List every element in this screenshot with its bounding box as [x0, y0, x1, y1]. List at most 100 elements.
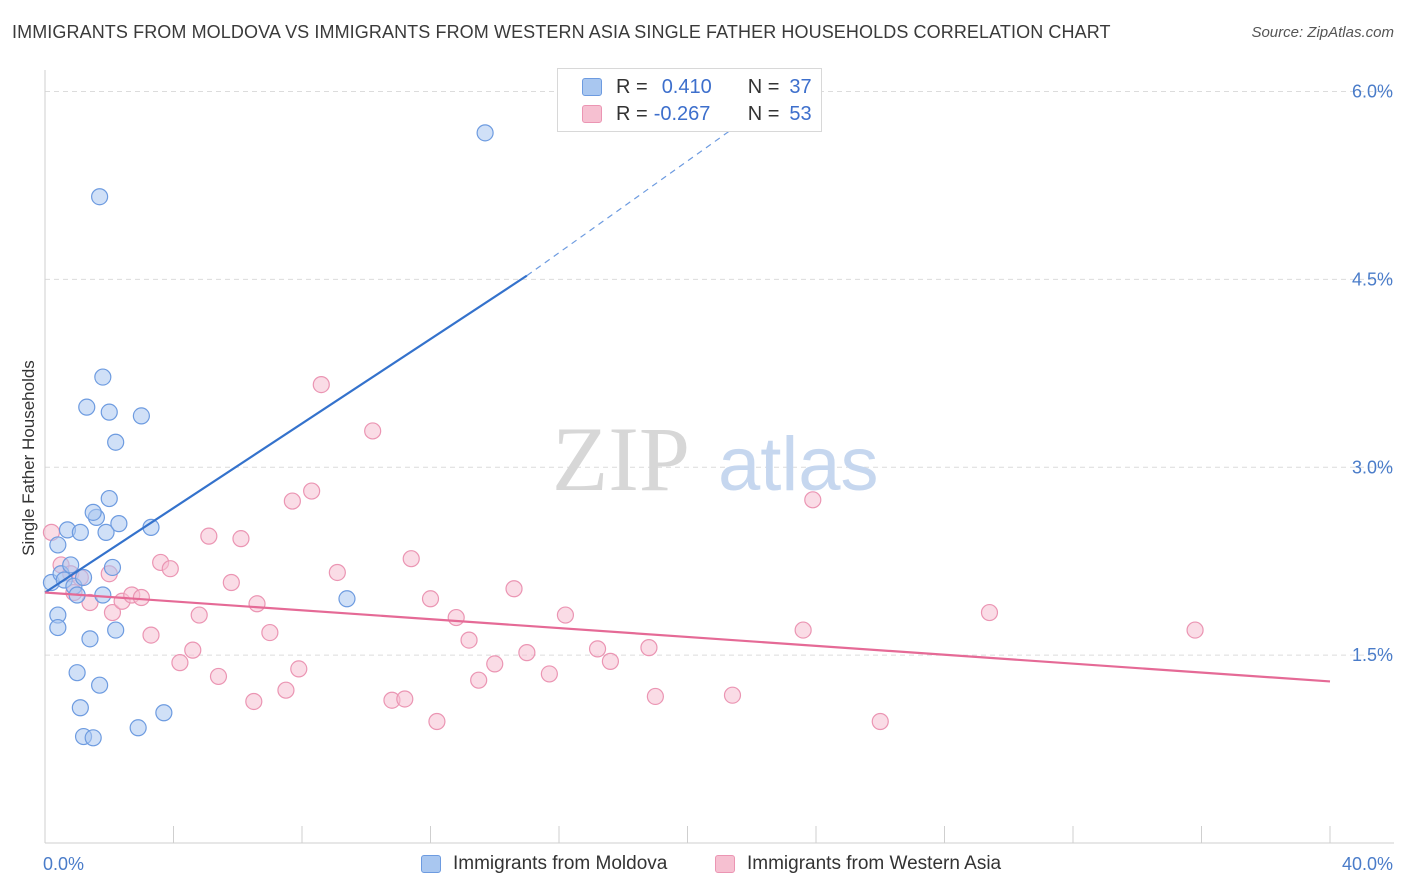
western-asia-point	[245, 692, 263, 711]
moldova-trend-extension	[526, 126, 737, 277]
western-asia-point	[402, 550, 420, 568]
y-axis-title: Single Father Households	[19, 360, 38, 556]
moldova-point	[62, 556, 80, 574]
legend-row-moldova: R = 0.410 N = 37	[582, 74, 812, 100]
x-tick-label-max: 40.0%	[1342, 854, 1393, 874]
chart-title: IMMIGRANTS FROM MOLDOVA VS IMMIGRANTS FR…	[12, 22, 1111, 42]
moldova-point	[71, 699, 89, 717]
western-asia-point	[232, 530, 250, 548]
western-asia-point	[640, 639, 658, 657]
moldova-point	[97, 523, 115, 541]
moldova-point	[91, 676, 109, 694]
moldova-point	[132, 407, 150, 425]
bottom-legend-swatch-western-asia	[715, 855, 735, 873]
moldova-point	[100, 403, 118, 421]
x-tick-marks	[44, 826, 1331, 843]
moldova-point	[107, 433, 125, 451]
axes	[44, 70, 1394, 844]
legend-r-value: 0.410	[661, 75, 712, 98]
western-asia-point	[980, 603, 999, 622]
western-asia-point	[723, 686, 742, 704]
moldova-point	[49, 618, 67, 637]
western-asia-point	[303, 482, 321, 500]
western-asia-point	[142, 626, 160, 644]
western-asia-point	[447, 608, 465, 627]
western-asia-point	[277, 681, 295, 699]
western-asia-point	[804, 491, 822, 509]
moldova-point	[129, 719, 147, 737]
western-asia-point	[328, 563, 346, 582]
moldova-point	[100, 489, 118, 508]
western-asia-point	[161, 560, 179, 578]
legend-r-value: -0.267	[653, 102, 711, 125]
legend-n-value: 53	[789, 102, 812, 125]
western-asia-point	[871, 712, 889, 731]
legend-r-label: R =	[616, 75, 648, 98]
western-asia-point	[261, 623, 279, 642]
bottom-legend-label-moldova: Immigrants from Moldova	[453, 853, 668, 874]
western-asia-point	[396, 690, 414, 708]
moldova-point	[84, 729, 102, 747]
bottom-legend-western-asia: Immigrants from Western Asia	[715, 851, 1001, 877]
grid-lines	[45, 91, 1394, 656]
bottom-legend-moldova: Immigrants from Moldova	[421, 851, 667, 877]
legend-n-value: 37	[789, 75, 812, 98]
y-tick-label: 4.5%	[1352, 269, 1393, 289]
western-asia-point	[540, 665, 558, 683]
western-asia-point	[312, 376, 330, 394]
moldova-trend-line	[44, 274, 528, 594]
moldova-point	[78, 398, 96, 416]
legend-swatch-western-asia	[582, 105, 602, 123]
y-tick-label: 6.0%	[1352, 82, 1393, 102]
legend-n-label: N =	[747, 102, 780, 125]
legend-row-western-asia: R = -0.267 N = 53	[582, 101, 812, 127]
moldova-point	[476, 124, 494, 142]
western-asia-point	[222, 573, 240, 592]
legend-r-label: R =	[616, 102, 648, 125]
watermark: ZIP atlas	[552, 408, 879, 510]
watermark-atlas: atlas	[718, 422, 879, 507]
correlation-legend: R = 0.410 N = 37 R = -0.267 N = 53	[557, 68, 822, 132]
moldova-point	[84, 503, 102, 521]
y-tick-label: 1.5%	[1352, 645, 1393, 665]
moldova-point	[338, 590, 356, 608]
moldova-point	[107, 621, 125, 639]
moldova-point	[91, 188, 109, 206]
bottom-legend-label-western-asia: Immigrants from Western Asia	[747, 853, 1002, 874]
western-asia-point	[190, 606, 208, 624]
western-asia-point	[588, 640, 607, 658]
moldova-point	[49, 536, 67, 554]
western-asia-point	[248, 595, 266, 613]
moldova-point	[81, 630, 99, 648]
moldova-point	[68, 664, 86, 682]
moldova-point	[110, 515, 128, 533]
western-asia-point	[794, 621, 812, 639]
source-label: Source: ZipAtlas.com	[1251, 24, 1394, 41]
western-asia-point	[132, 588, 150, 607]
western-asia-point	[421, 590, 440, 608]
western-asia-point	[171, 654, 189, 672]
moldova-point	[103, 558, 122, 577]
western-asia-point	[646, 687, 664, 706]
western-asia-point	[505, 580, 523, 598]
y-tick-label: 3.0%	[1352, 457, 1393, 477]
legend-swatch-moldova	[582, 78, 602, 96]
moldova-point	[74, 568, 93, 587]
western-asia-point	[486, 655, 504, 673]
western-asia-point	[364, 422, 382, 440]
western-asia-point	[518, 644, 536, 662]
moldova-point	[155, 704, 173, 722]
western-asia-point	[103, 603, 122, 622]
western-asia-point	[290, 660, 308, 678]
y-tick-labels: 1.5% 3.0% 4.5% 6.0%	[1352, 82, 1393, 666]
western-asia-point	[460, 631, 478, 649]
western-asia-trend-line	[44, 591, 1331, 683]
western-asia-point	[556, 606, 575, 624]
western-asia-point	[470, 671, 488, 689]
x-tick-label-min: 0.0%	[43, 854, 84, 874]
western-asia-point	[428, 712, 446, 731]
moldova-point	[71, 523, 89, 541]
western-asia-point	[1186, 621, 1204, 639]
moldova-point	[94, 368, 112, 386]
